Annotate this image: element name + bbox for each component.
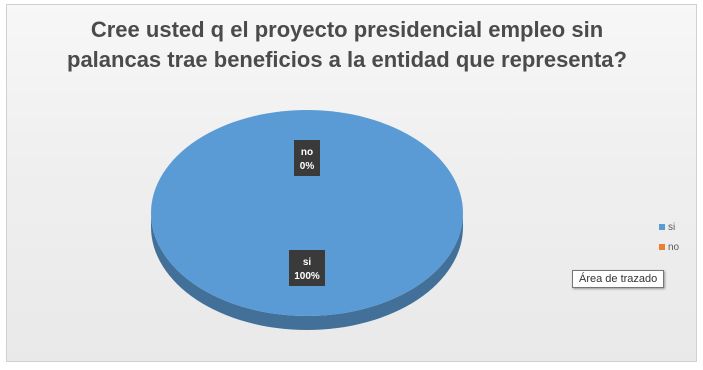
plot-area-tooltip: Área de trazado xyxy=(572,270,665,288)
data-label-box-no xyxy=(294,140,320,176)
data-label-category-si: si xyxy=(303,257,312,268)
data-label-percent-no: 0% xyxy=(300,161,315,172)
pie-slice-si[interactable] xyxy=(151,110,463,316)
legend[interactable]: si no xyxy=(659,217,679,257)
legend-item-si[interactable]: si xyxy=(659,217,679,237)
data-label-box-si xyxy=(289,250,325,286)
data-label-category-no: no xyxy=(301,147,313,158)
chart-title: Cree usted q el proyecto presidencial em… xyxy=(47,15,647,75)
data-label-si: si 100% xyxy=(289,250,325,286)
data-label-no: no 0% xyxy=(294,140,320,176)
pie-plot[interactable]: si 100% no 0% xyxy=(151,110,463,330)
data-label-percent-si: 100% xyxy=(294,271,320,282)
chart-area[interactable]: Cree usted q el proyecto presidencial em… xyxy=(6,4,697,362)
legend-swatch-no xyxy=(659,244,665,250)
legend-swatch-si xyxy=(659,224,665,230)
legend-label-no: no xyxy=(668,241,680,253)
chart-title-line-1: Cree usted q el proyecto presidencial em… xyxy=(90,17,604,42)
legend-item-no[interactable]: no xyxy=(659,237,679,257)
legend-label-si: si xyxy=(668,221,676,233)
pie-chart[interactable]: si 100% no 0% xyxy=(7,5,697,362)
chart-title-line-2: palancas trae beneficios a la entidad qu… xyxy=(67,47,627,72)
